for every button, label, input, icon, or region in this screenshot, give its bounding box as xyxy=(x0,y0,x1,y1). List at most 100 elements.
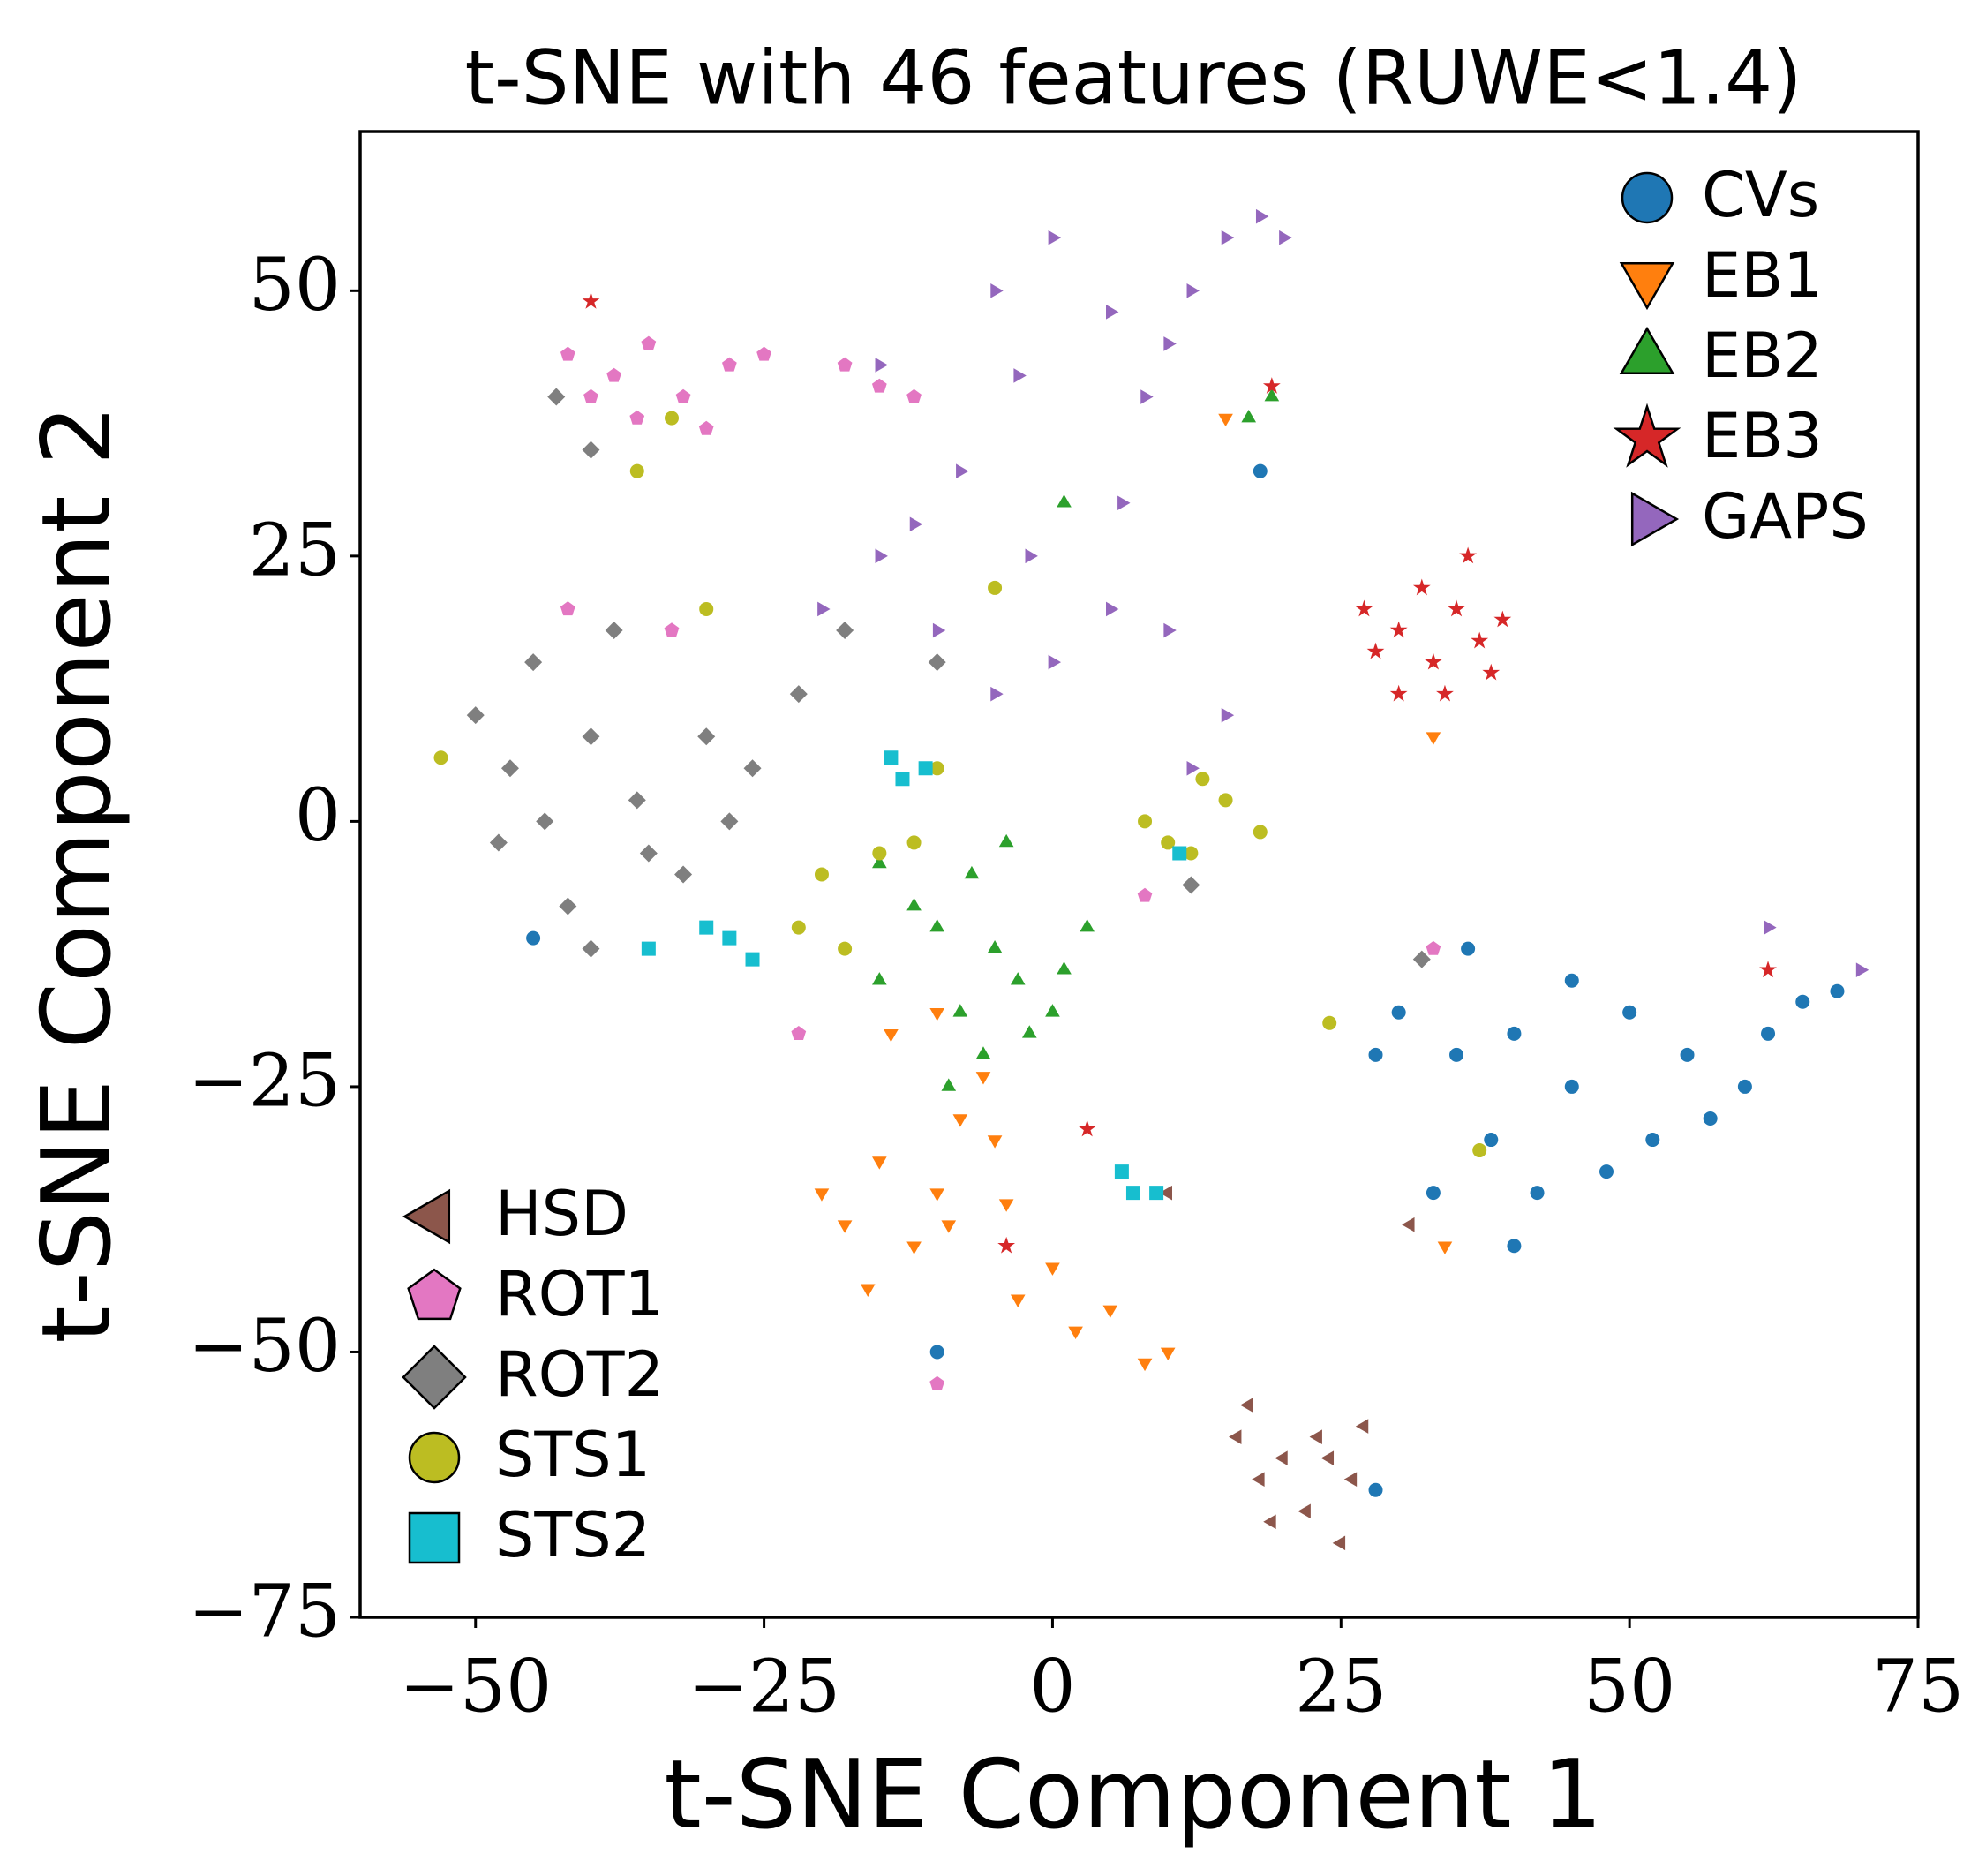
data-point xyxy=(1159,1185,1172,1201)
data-point xyxy=(997,1236,1016,1254)
data-point xyxy=(1703,1111,1718,1126)
data-point xyxy=(1426,1186,1441,1201)
data-point xyxy=(1263,1514,1276,1530)
series-rot1 xyxy=(560,335,1441,1390)
data-point xyxy=(1309,1429,1322,1444)
y-tick-label: −25 xyxy=(188,1039,341,1123)
data-point xyxy=(560,601,575,616)
data-point xyxy=(1025,548,1038,564)
data-point xyxy=(1186,283,1200,298)
legend-label: EB1 xyxy=(1702,239,1823,312)
data-point xyxy=(641,941,656,956)
data-point xyxy=(1163,622,1177,638)
series-cvs xyxy=(526,463,1845,1497)
data-point xyxy=(884,750,899,765)
data-point xyxy=(929,1345,944,1360)
data-point xyxy=(990,283,1004,298)
data-point xyxy=(743,759,762,778)
data-point xyxy=(1507,1026,1522,1041)
data-point xyxy=(1138,814,1153,829)
data-point xyxy=(791,920,806,935)
data-point xyxy=(1253,463,1268,478)
data-point xyxy=(817,601,831,617)
data-point xyxy=(547,388,566,406)
data-point xyxy=(814,1188,830,1202)
data-point xyxy=(906,1241,922,1254)
data-point xyxy=(929,919,945,932)
data-point xyxy=(990,686,1004,702)
data-point xyxy=(956,463,969,478)
data-point xyxy=(1021,1025,1037,1038)
data-point xyxy=(583,388,598,403)
legend-label: EB3 xyxy=(1702,400,1823,472)
data-point xyxy=(1218,413,1233,427)
legend-marker xyxy=(408,1511,461,1564)
data-point xyxy=(665,411,679,426)
data-point xyxy=(872,855,887,869)
series-hsd xyxy=(1159,1185,1415,1551)
legend-label: ROT2 xyxy=(495,1338,664,1411)
data-point xyxy=(1068,1326,1083,1340)
data-point xyxy=(872,1156,887,1170)
data-point xyxy=(1436,684,1454,702)
data-point xyxy=(1391,1005,1406,1020)
data-point xyxy=(1149,1186,1164,1201)
legend-label: ROT1 xyxy=(495,1258,664,1330)
data-point xyxy=(872,846,887,861)
data-point xyxy=(838,941,853,956)
data-point xyxy=(1461,941,1476,956)
data-point xyxy=(1252,1472,1265,1488)
data-point xyxy=(998,833,1014,848)
data-point xyxy=(722,930,737,946)
data-point xyxy=(1106,601,1119,617)
data-point xyxy=(1761,1026,1776,1041)
data-point xyxy=(928,653,946,672)
data-point xyxy=(988,580,1003,595)
data-point xyxy=(1764,920,1777,935)
data-point xyxy=(664,622,680,637)
data-point xyxy=(1622,1005,1637,1020)
data-point xyxy=(952,1004,968,1017)
legend-marker xyxy=(1619,326,1675,375)
data-point xyxy=(987,1135,1003,1149)
data-point xyxy=(1412,950,1431,968)
legend-marker xyxy=(1621,171,1674,224)
data-point xyxy=(1855,962,1869,978)
data-point xyxy=(860,1284,876,1297)
data-point xyxy=(1262,377,1281,394)
data-point xyxy=(1048,230,1062,245)
x-tick-label: 0 xyxy=(1029,1646,1075,1729)
data-point xyxy=(1163,336,1177,351)
data-point xyxy=(1484,1133,1499,1148)
legend-marker xyxy=(408,1431,461,1484)
series-gaps xyxy=(817,208,1869,978)
series-rot2 xyxy=(466,388,1431,968)
y-tick-label: −50 xyxy=(188,1305,341,1389)
data-point xyxy=(1389,684,1408,702)
data-point xyxy=(1255,208,1269,224)
data-point xyxy=(1161,835,1176,850)
legend-label: GAPS xyxy=(1702,480,1869,553)
data-point xyxy=(1680,1047,1695,1062)
data-point xyxy=(1241,409,1257,423)
legend-marker xyxy=(1613,403,1681,468)
data-point xyxy=(582,441,600,459)
data-point xyxy=(1125,1186,1140,1201)
data-point xyxy=(1564,973,1579,988)
data-point xyxy=(1645,1133,1660,1148)
data-point xyxy=(789,685,808,704)
legend-marker xyxy=(402,1345,467,1410)
data-point xyxy=(918,761,933,776)
data-point xyxy=(582,939,600,958)
data-point xyxy=(909,516,923,532)
data-point xyxy=(1759,961,1777,978)
data-point xyxy=(675,388,691,403)
data-point xyxy=(582,291,600,309)
y-tick-label: 50 xyxy=(249,244,341,328)
data-point xyxy=(1530,1186,1545,1201)
y-axis-label: t-SNE Component 2 xyxy=(22,404,132,1343)
data-point xyxy=(756,346,771,361)
data-point xyxy=(1195,772,1210,787)
y-tick-label: 25 xyxy=(249,509,341,592)
